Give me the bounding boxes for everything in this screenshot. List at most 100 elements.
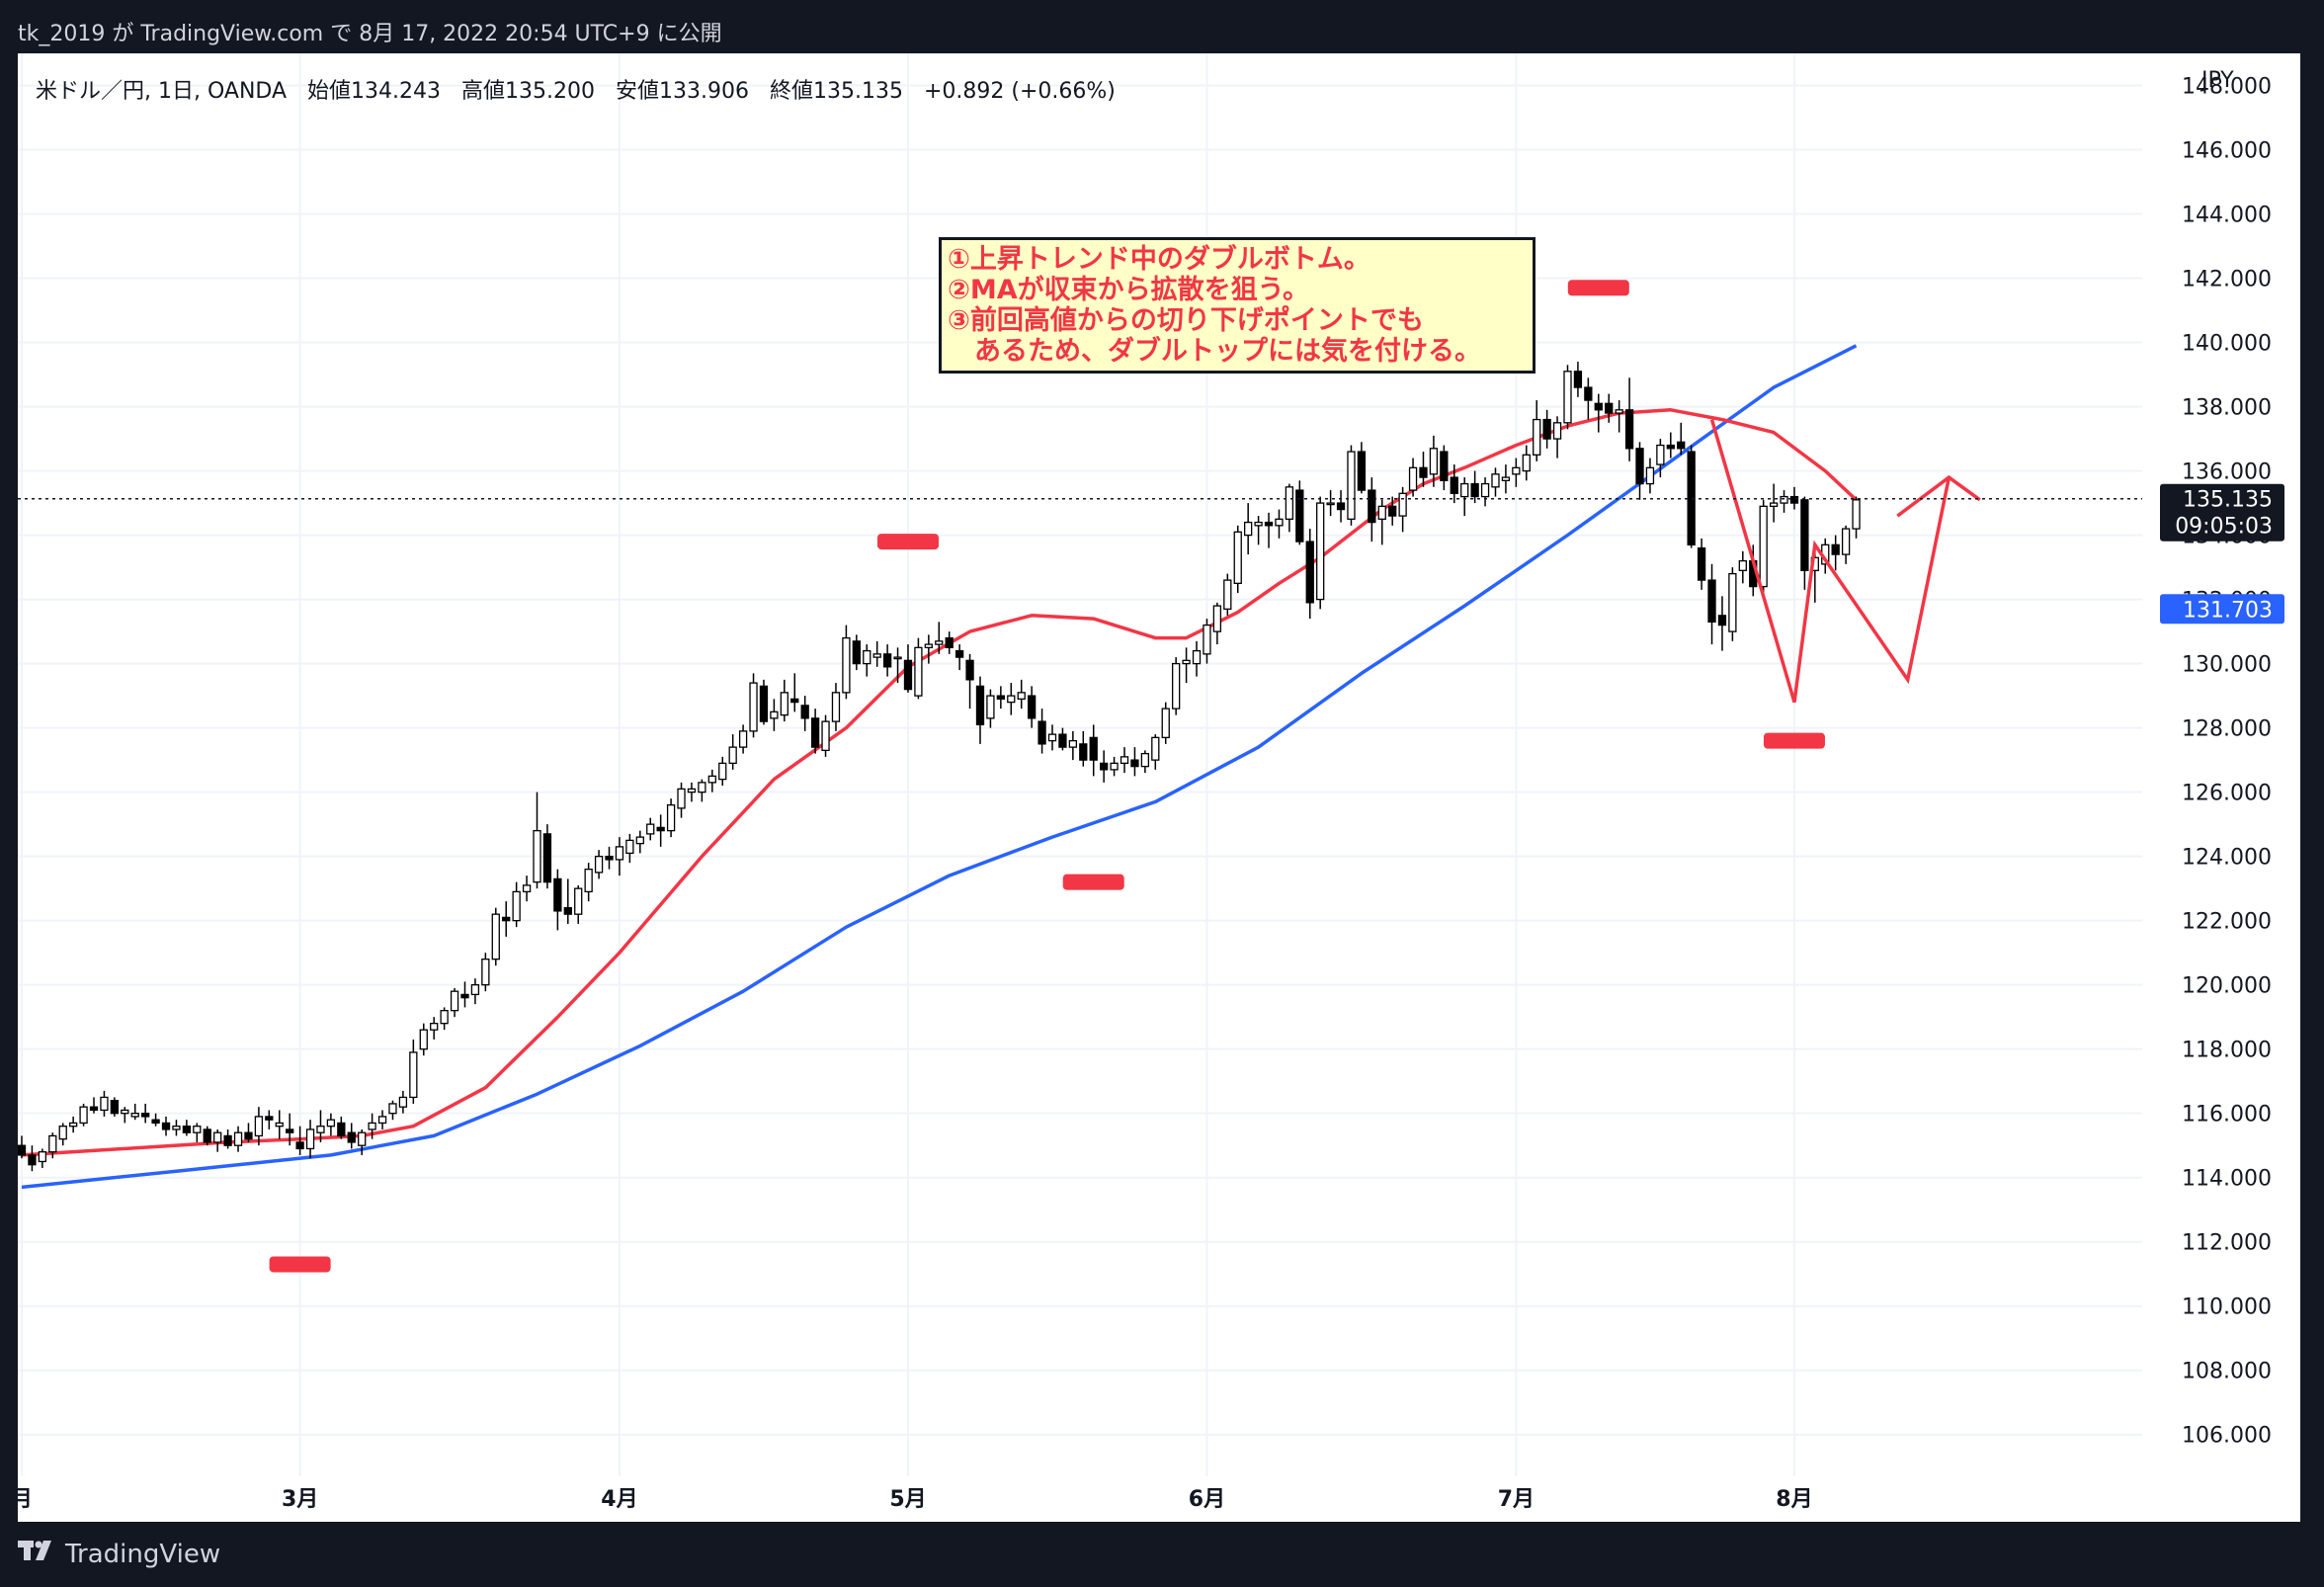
candle: [450, 987, 459, 1018]
candle: [770, 699, 779, 731]
candle: [1542, 409, 1551, 449]
drawings: [18, 280, 2142, 1273]
legend-symbol[interactable]: 米ドル／円, 1日, OANDA: [36, 79, 288, 104]
candle: [563, 878, 572, 924]
candle: [1151, 734, 1160, 770]
candle: [430, 1017, 439, 1040]
candle-body: [1759, 505, 1768, 588]
candle: [1161, 702, 1170, 744]
candle: [1140, 750, 1150, 774]
pattern-line: [1709, 419, 1951, 704]
x-tick-label: 5月: [889, 1487, 926, 1512]
candle-body: [1419, 466, 1428, 478]
candle-body: [1212, 605, 1222, 632]
candle-body: [666, 803, 676, 832]
candle-body: [172, 1126, 181, 1130]
candle-body: [28, 1154, 37, 1166]
candle: [1759, 499, 1768, 594]
candle-body: [770, 710, 779, 719]
candle: [1244, 503, 1253, 555]
price-axis[interactable]: 106.000 108.000 110.000 112.000 114.000 116.0…: [2160, 68, 2284, 1449]
candle: [1677, 422, 1686, 456]
y-tick-label: 148.000: [2182, 75, 2272, 100]
candle-body: [1233, 531, 1242, 584]
annotation-box[interactable]: ①上昇トレンド中のダブルボトム。 ②MAが収束から拡散を狙う。 ③前回高値からの…: [939, 237, 1536, 374]
y-tick-label: 144.000: [2182, 204, 2272, 228]
candle-body: [1182, 659, 1191, 665]
candle-body: [430, 1023, 439, 1031]
candle: [305, 1120, 315, 1159]
footer-brand-text: TradingView: [65, 1540, 221, 1569]
candle-body: [1368, 489, 1376, 524]
candle-body: [38, 1151, 47, 1163]
candle-body: [533, 829, 541, 883]
currency-label: JPY: [2200, 68, 2234, 93]
annotation-line-4: あるため、ダブルトップには気を付ける。: [948, 336, 1481, 367]
candle: [1388, 496, 1397, 526]
moving-averages: [21, 344, 1858, 1190]
candle: [1780, 490, 1788, 513]
y-tick-label: 140.000: [2182, 332, 2272, 357]
candle-body: [203, 1128, 211, 1143]
candle-body: [1305, 541, 1314, 604]
candle-body: [491, 913, 500, 961]
candle: [666, 798, 676, 838]
candle-body: [1027, 695, 1037, 719]
candle: [542, 824, 552, 889]
candle-body: [728, 746, 737, 765]
candle: [1552, 416, 1562, 459]
candle-body: [914, 646, 923, 697]
candle-body: [1017, 692, 1026, 701]
ma-long-line: [21, 344, 1858, 1190]
y-tick-label: 112.000: [2182, 1231, 2272, 1256]
candle-body: [100, 1096, 109, 1112]
x-tick-label: 3月: [282, 1487, 318, 1512]
candle-body: [244, 1131, 253, 1140]
candle: [151, 1113, 160, 1127]
candle-body: [193, 1126, 202, 1133]
published-text: tk_2019 が TradingView.com で 8月 17, 2022 …: [18, 22, 722, 46]
candle-body: [965, 659, 974, 681]
candle-body: [1552, 422, 1562, 440]
candle-body: [18, 1144, 27, 1156]
candle-body: [1707, 579, 1716, 623]
candle-body: [542, 833, 552, 883]
candle: [790, 673, 799, 712]
candle: [914, 637, 923, 700]
candle-body: [821, 720, 830, 752]
candle: [1398, 486, 1407, 533]
candle: [615, 837, 624, 877]
candle-body: [831, 692, 841, 722]
candle: [872, 640, 881, 667]
candle-body: [646, 823, 655, 835]
candle-body: [522, 884, 532, 893]
candle: [1377, 499, 1386, 545]
candle: [286, 1113, 294, 1146]
y-tick-label: 108.000: [2182, 1360, 2272, 1384]
candle: [1130, 747, 1139, 777]
candle: [470, 978, 480, 1005]
candle-body: [975, 685, 985, 726]
y-tick-label: 142.000: [2182, 268, 2272, 292]
candle-body: [502, 916, 511, 922]
time-axis[interactable]: 月 3月 4月 5月 6月 7月 8月: [18, 1487, 1813, 1512]
marker-bar: [1062, 874, 1124, 890]
candle: [954, 644, 964, 671]
marker-bar: [876, 534, 939, 550]
x-tick-label: 7月: [1498, 1487, 1535, 1512]
candle-body: [265, 1116, 274, 1121]
candle: [687, 782, 697, 802]
chart-panel[interactable]: 106.000 108.000 110.000 112.000 114.000 116.0…: [18, 53, 2300, 1522]
candle: [1738, 550, 1747, 584]
candle: [996, 686, 1005, 710]
candle-body: [1512, 466, 1521, 475]
candle: [749, 673, 758, 738]
candle-body: [1110, 762, 1119, 771]
price-chart[interactable]: 106.000 108.000 110.000 112.000 114.000 116.0…: [18, 53, 2300, 1522]
candle: [1666, 432, 1675, 459]
candle-body: [48, 1134, 57, 1153]
candle: [646, 817, 655, 841]
candle-body: [1295, 489, 1304, 543]
candle: [275, 1110, 284, 1139]
candle-body: [1738, 559, 1747, 571]
